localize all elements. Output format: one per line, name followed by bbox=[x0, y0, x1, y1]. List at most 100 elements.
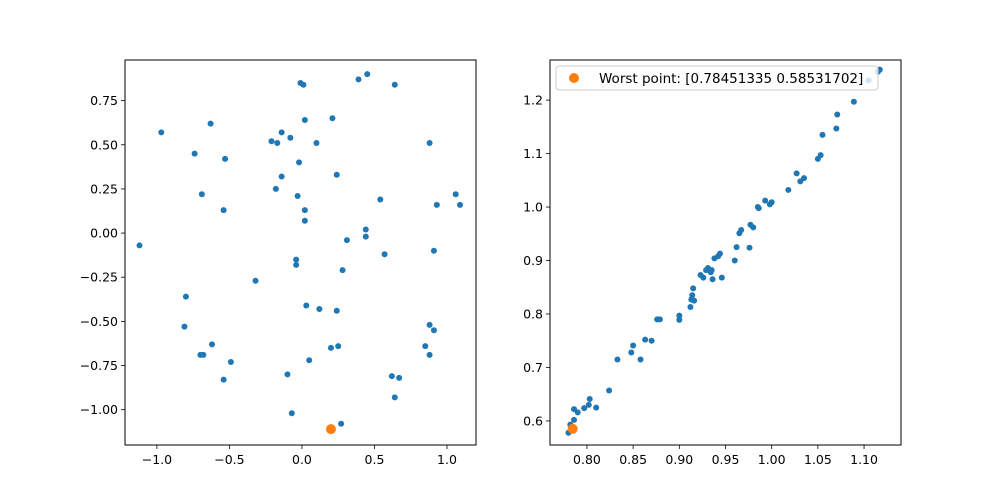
data-point bbox=[755, 205, 762, 212]
data-point bbox=[716, 250, 723, 257]
data-point bbox=[136, 242, 143, 249]
y-tick-label: 0.6 bbox=[523, 413, 543, 428]
axes-frame bbox=[124, 59, 477, 446]
data-point bbox=[343, 237, 350, 244]
right-scatter-plot: 0.80 0.85 0.90 0.95 1.00 1.05 1.10 0.6 0.7 0.8 0.9… bbox=[523, 59, 902, 467]
data-point bbox=[335, 343, 342, 350]
data-point bbox=[362, 233, 369, 240]
x-tick-label: 0.80 bbox=[573, 452, 601, 467]
y-tick-label: 0.8 bbox=[523, 306, 543, 321]
data-point bbox=[691, 297, 698, 304]
data-point bbox=[158, 129, 165, 136]
data-point bbox=[316, 306, 323, 313]
data-point bbox=[300, 81, 307, 88]
x-tick-label: −1.0 bbox=[142, 452, 172, 467]
data-point bbox=[709, 276, 716, 283]
data-point bbox=[614, 356, 621, 363]
x-tick-label: 1.0 bbox=[437, 452, 457, 467]
data-point bbox=[700, 274, 707, 281]
data-point bbox=[301, 117, 308, 124]
data-point bbox=[181, 323, 188, 330]
data-point bbox=[785, 186, 792, 193]
data-point bbox=[648, 337, 655, 344]
data-point bbox=[593, 404, 600, 411]
y-tick-label: −0.25 bbox=[80, 270, 118, 285]
data-point bbox=[834, 111, 841, 118]
data-point bbox=[762, 197, 769, 204]
data-point bbox=[642, 336, 649, 343]
data-point bbox=[637, 356, 644, 363]
data-point bbox=[426, 351, 433, 358]
data-point bbox=[391, 394, 398, 401]
data-point bbox=[738, 227, 745, 234]
data-point bbox=[733, 244, 740, 251]
data-point bbox=[574, 409, 581, 416]
data-point bbox=[586, 396, 593, 403]
y-tick-label: −1.00 bbox=[80, 402, 118, 417]
left-scatter-plot: −1.0 −0.5 0.0 0.5 1.0 −1.00 −0.75 −0.50 −0.25 0.0… bbox=[80, 59, 477, 467]
data-point bbox=[628, 349, 635, 356]
x-tick-label: 0.95 bbox=[712, 452, 740, 467]
data-point bbox=[200, 351, 207, 358]
legend: Worst point: [0.78451335 0.58531702] bbox=[555, 65, 879, 91]
y-tick-label: 0.50 bbox=[90, 137, 118, 152]
data-point bbox=[676, 316, 683, 323]
data-point bbox=[329, 115, 336, 122]
data-point bbox=[817, 152, 824, 159]
data-point bbox=[327, 344, 334, 351]
legend-marker bbox=[569, 73, 579, 83]
x-tick-label: 0.90 bbox=[665, 452, 693, 467]
data-point bbox=[430, 327, 437, 334]
data-point bbox=[220, 376, 227, 383]
data-point bbox=[581, 405, 588, 412]
data-point bbox=[306, 357, 313, 364]
data-point bbox=[750, 224, 757, 231]
data-point bbox=[313, 140, 320, 147]
x-tick-label: 1.10 bbox=[850, 452, 878, 467]
data-point bbox=[364, 71, 371, 78]
data-point bbox=[571, 416, 578, 423]
data-point bbox=[191, 150, 198, 157]
data-point bbox=[339, 267, 346, 274]
data-point bbox=[301, 217, 308, 224]
y-tick-label: 1.1 bbox=[523, 146, 543, 161]
data-point bbox=[284, 371, 291, 378]
data-point bbox=[833, 125, 840, 132]
data-point bbox=[227, 358, 234, 365]
data-point bbox=[819, 131, 826, 138]
data-point bbox=[422, 343, 429, 350]
y-tick-label: 0.7 bbox=[523, 360, 543, 375]
data-point bbox=[338, 420, 345, 427]
data-point bbox=[630, 342, 637, 349]
data-point bbox=[278, 173, 285, 180]
y-tick-label: −0.75 bbox=[80, 358, 118, 373]
data-point bbox=[333, 171, 340, 178]
x-tick-label: 1.05 bbox=[804, 452, 832, 467]
data-point bbox=[708, 267, 715, 274]
data-point bbox=[718, 274, 725, 281]
data-point bbox=[585, 401, 592, 408]
data-point bbox=[296, 159, 303, 166]
data-point bbox=[287, 134, 294, 141]
data-point bbox=[426, 140, 433, 147]
data-point bbox=[850, 98, 857, 105]
y-tick-label: 0.25 bbox=[90, 181, 118, 196]
data-point bbox=[182, 293, 189, 300]
data-point bbox=[272, 185, 279, 192]
data-point bbox=[333, 307, 340, 314]
x-tick-label: 0.5 bbox=[365, 452, 385, 467]
data-point bbox=[801, 175, 808, 182]
x-tick-label: 1.00 bbox=[758, 452, 786, 467]
legend-label: Worst point: [0.78451335 0.58531702] bbox=[599, 71, 863, 87]
data-point bbox=[426, 321, 433, 328]
data-point bbox=[676, 312, 683, 319]
worst-point bbox=[325, 424, 336, 435]
data-point bbox=[731, 257, 738, 264]
data-point bbox=[746, 244, 753, 251]
data-point bbox=[198, 191, 205, 198]
y-tick-label: 1.0 bbox=[523, 200, 543, 215]
data-point bbox=[362, 226, 369, 233]
data-point bbox=[293, 261, 300, 268]
data-point bbox=[687, 304, 694, 311]
